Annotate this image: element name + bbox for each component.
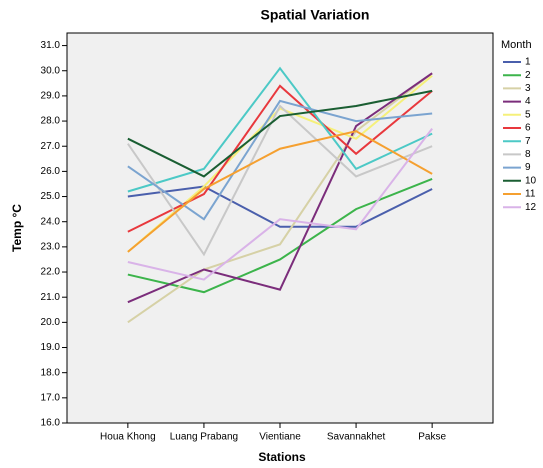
- y-tick-label: 30.0: [41, 65, 61, 76]
- legend-label: 5: [525, 109, 531, 120]
- y-tick-label: 24.0: [41, 216, 61, 227]
- y-tick-label: 17.0: [41, 392, 61, 403]
- legend-label: 8: [525, 149, 531, 160]
- series-line: [127, 128, 433, 281]
- legend-label: 1: [525, 57, 531, 68]
- series-line: [127, 99, 433, 221]
- chart-title: Spatial Variation: [261, 7, 370, 23]
- x-tick-label: Vientiane: [259, 432, 301, 443]
- series-line: [127, 185, 433, 228]
- y-axis-title: Temp °C: [10, 204, 24, 252]
- legend-label: 2: [525, 70, 531, 81]
- y-tick-label: 31.0: [41, 40, 61, 51]
- y-tick-label: 18.0: [41, 367, 61, 378]
- legend-label: 9: [525, 162, 531, 173]
- y-tick-label: 25.0: [41, 191, 61, 202]
- legend-title: Month: [501, 39, 532, 51]
- y-tick-label: 26.0: [41, 166, 61, 177]
- series-line: [127, 104, 433, 257]
- series-line: [127, 130, 433, 253]
- x-tick-label: Houa Khong: [100, 432, 156, 443]
- y-tick-label: 27.0: [41, 141, 61, 152]
- legend-label: 4: [525, 96, 531, 107]
- y-tick-label: 29.0: [41, 91, 61, 102]
- legend-label: 10: [525, 175, 537, 186]
- y-tick-label: 21.0: [41, 292, 61, 303]
- series-line: [127, 72, 433, 324]
- legend-label: 3: [525, 83, 531, 94]
- y-tick-label: 16.0: [41, 418, 61, 429]
- y-tick-label: 28.0: [41, 116, 61, 127]
- series-line: [127, 84, 433, 233]
- legend-label: 11: [525, 189, 536, 200]
- y-tick-label: 22.0: [41, 267, 61, 278]
- legend-label: 7: [525, 136, 531, 147]
- x-tick-label: Luang Prabang: [170, 432, 238, 443]
- y-tick-label: 19.0: [41, 342, 61, 353]
- legend-label: 12: [525, 202, 537, 213]
- series-line: [127, 89, 433, 178]
- y-tick-label: 20.0: [41, 317, 61, 328]
- x-axis-title: Stations: [258, 450, 306, 464]
- legend-label: 6: [525, 123, 531, 134]
- x-tick-label: Pakse: [418, 432, 446, 443]
- y-tick-label: 23.0: [41, 242, 61, 253]
- series-line: [127, 72, 433, 304]
- series-line: [127, 66, 433, 193]
- x-tick-label: Savannakhet: [327, 432, 386, 443]
